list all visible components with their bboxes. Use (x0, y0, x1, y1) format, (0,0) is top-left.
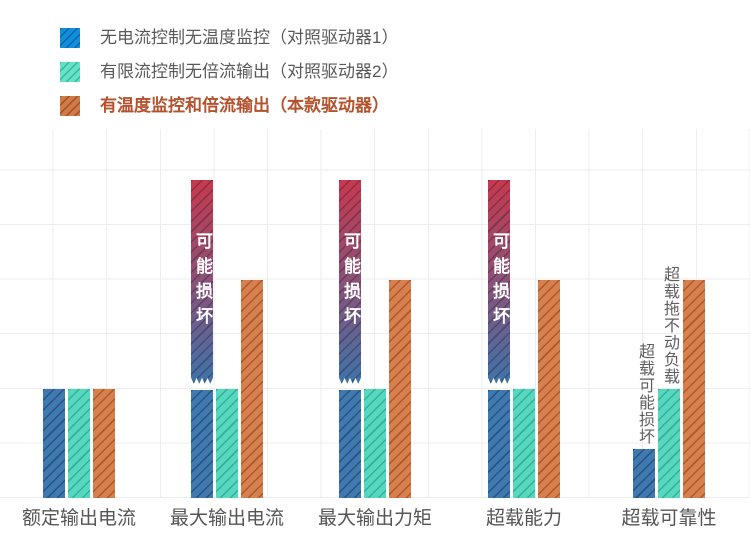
bar-annotation: 超载可能损坏 (636, 342, 653, 445)
damage-label: 可能损坏 (490, 231, 509, 332)
bar-s0-c4 (633, 448, 655, 498)
broken-bar-stub (339, 390, 361, 498)
plot-area: 可能损坏 可能损坏 可能损坏超载可能损坏 超载拖不动负载 (0, 129, 750, 498)
bar-s1-c0 (68, 388, 90, 498)
bar-broken-s0-c1: 可能损坏 (191, 180, 213, 498)
category-label-3: 超载能力 (485, 508, 562, 529)
broken-bar-upper: 可能损坏 (191, 180, 213, 384)
bar-s2-c0 (93, 388, 115, 498)
bar-broken-s0-c2: 可能损坏 (339, 180, 361, 498)
bar-s0-c0 (43, 388, 65, 498)
category-label-2: 最大输出力矩 (317, 508, 432, 529)
category-label-1: 最大输出电流 (169, 508, 284, 529)
bar-s2-c1 (241, 279, 263, 498)
legend-item-0: 无电流控制无温度监控（对照驱动器1） (60, 28, 398, 48)
legend-label: 无电流控制无温度监控（对照驱动器1） (100, 28, 399, 47)
bar-broken-s0-c3: 可能损坏 (488, 180, 510, 498)
bar-s1-c3 (513, 388, 535, 498)
broken-bar-stub (488, 390, 510, 498)
bar-annotation: 超载拖不动负载 (661, 265, 678, 385)
bar-s1-c2 (364, 388, 386, 498)
legend: 无电流控制无温度监控（对照驱动器1） 有限流控制无倍流输出（对照驱动器2） 有温度监… (60, 28, 398, 130)
bar-s2-c2 (389, 279, 411, 498)
legend-swatch-icon (60, 96, 80, 116)
legend-item-1: 有限流控制无倍流输出（对照驱动器2） (60, 62, 398, 82)
bar-s1-c4 (658, 388, 680, 498)
legend-label: 有温度监控和倍流输出（本款驱动器） (100, 96, 389, 115)
legend-swatch-icon (60, 62, 80, 82)
damage-label: 可能损坏 (193, 231, 212, 332)
category-label-4: 超载可靠性 (621, 508, 717, 529)
bar-s2-c4 (683, 279, 705, 498)
category-axis: 额定输出电流 最大输出电流 最大输出力矩 超载能力 超载可靠性 (0, 506, 750, 534)
category-label-0: 额定输出电流 (21, 508, 136, 529)
bar-s2-c3 (538, 279, 560, 498)
broken-bar-stub (191, 390, 213, 498)
legend-item-2: 有温度监控和倍流输出（本款驱动器） (60, 96, 398, 116)
legend-swatch-icon (60, 28, 80, 48)
broken-bar-upper: 可能损坏 (339, 180, 361, 384)
bar-s1-c1 (216, 388, 238, 498)
legend-label: 有限流控制无倍流输出（对照驱动器2） (100, 62, 399, 81)
damage-label: 可能损坏 (341, 231, 360, 332)
broken-bar-upper: 可能损坏 (488, 180, 510, 384)
